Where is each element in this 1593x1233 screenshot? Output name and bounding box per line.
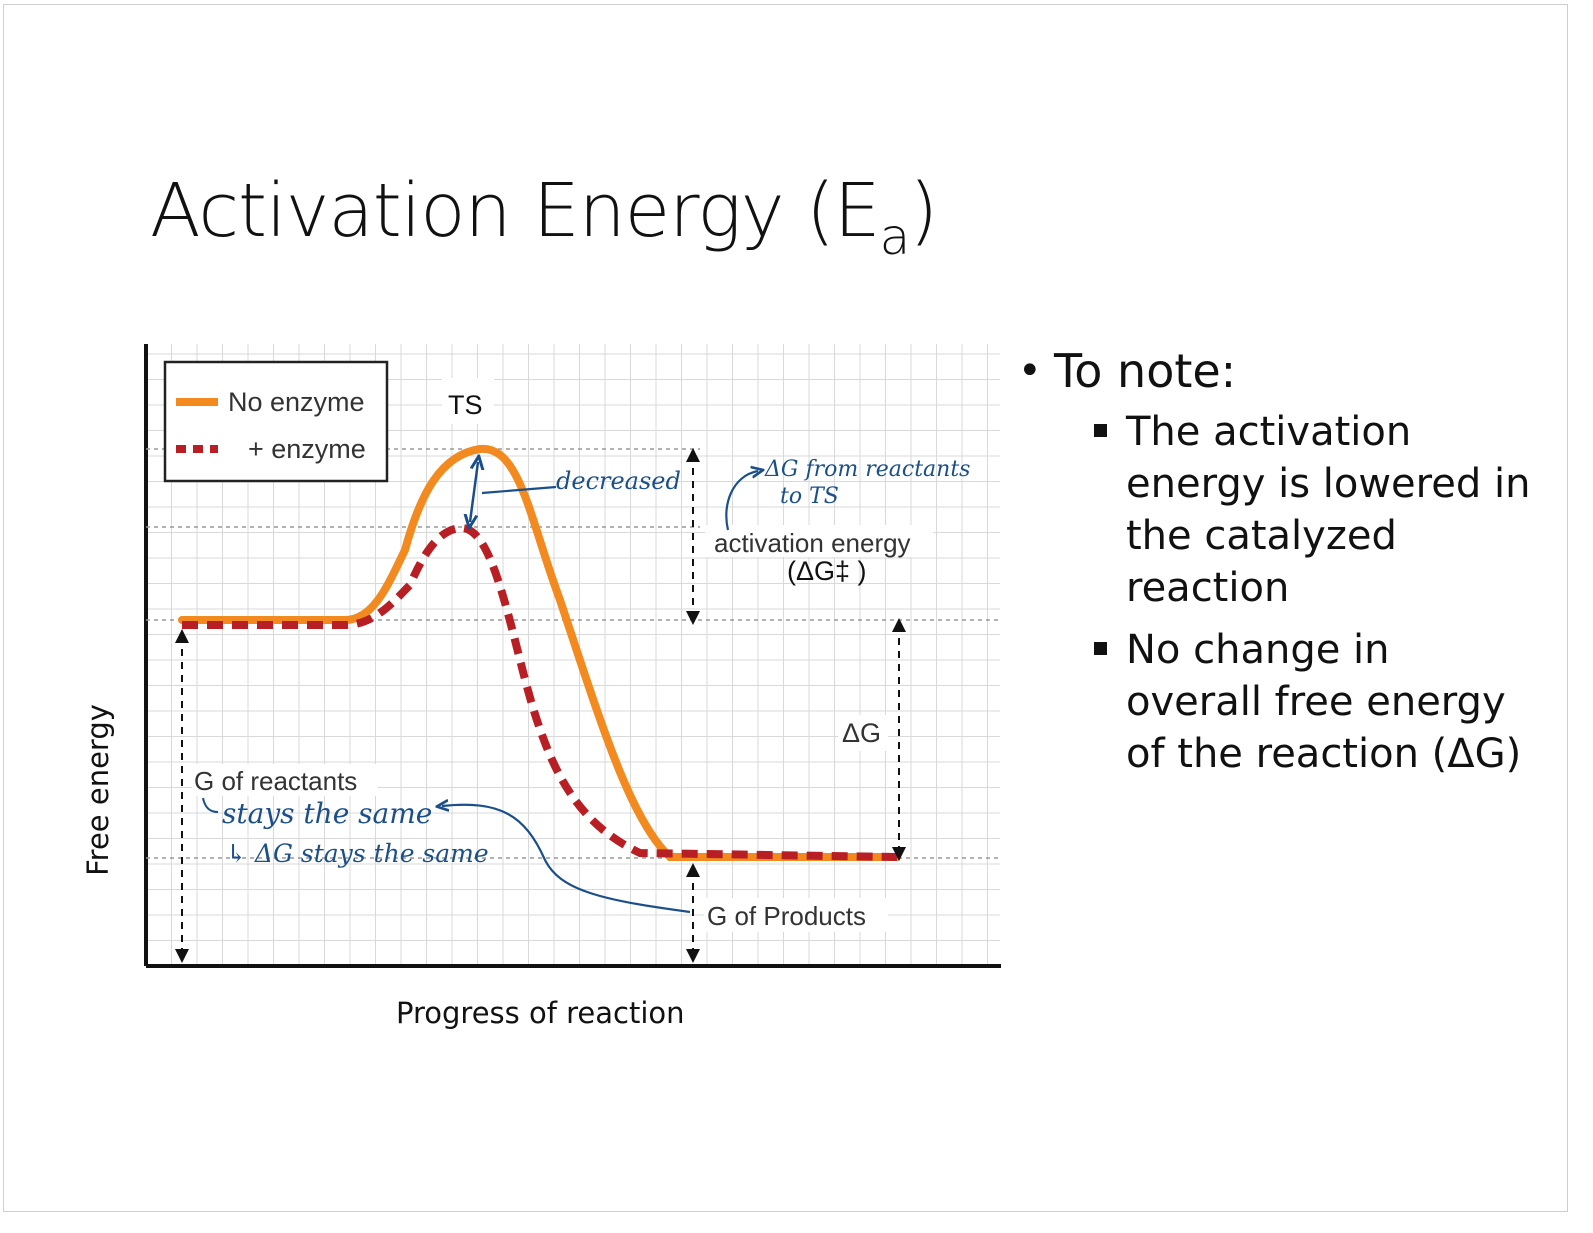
title-end: ): [909, 168, 938, 254]
enzyme-curve: [182, 524, 898, 861]
slide: [3, 4, 1568, 1212]
decreased-arrow: [470, 462, 478, 522]
legend-label-enzyme: + enzyme: [248, 434, 366, 464]
decreased-pointer: [481, 485, 557, 495]
legend: No enzyme + enzyme: [163, 360, 389, 483]
same-hook: [202, 797, 219, 813]
slide-title: Activation Energy (Ea): [150, 168, 938, 266]
activation-energy-label: activation energy: [714, 528, 911, 558]
title-subscript: a: [879, 208, 911, 266]
products-link-arrow: [442, 805, 691, 914]
title-main: Activation Energy (E: [150, 168, 881, 254]
x-axis-label: Progress of reaction: [396, 996, 685, 1030]
notes-list: The activation energy is lowered in the …: [1016, 406, 1536, 780]
note-bullet-2: No change in overall free energy of the …: [1094, 624, 1536, 780]
g-reactants-label: G of reactants: [194, 766, 357, 796]
handwritten-annotations: decreased ΔG from reactants to TS stays …: [202, 457, 970, 914]
ts-label: TS: [448, 390, 483, 420]
ts-note-line-2: to TS: [780, 484, 839, 509]
ts-note-line-1: ΔG from reactants: [764, 457, 970, 482]
notes-panel: To note: The activation energy is lowere…: [1016, 342, 1536, 790]
g-products-label: G of Products: [707, 901, 866, 931]
decreased-note: decreased: [556, 467, 681, 495]
note-bullet-1: The activation energy is lowered in the …: [1094, 406, 1536, 614]
delta-g-label: ΔG: [842, 718, 881, 748]
no-enzyme-curve: [178, 444, 901, 861]
delta-g-same-note: ↳ ΔG stays the same: [226, 839, 489, 868]
dimension-arrows: [175, 448, 906, 963]
y-axis-label: Free energy: [81, 704, 115, 876]
ts-note-arrow: [725, 471, 758, 531]
activation-symbol: (ΔG‡ ): [787, 556, 867, 586]
legend-label-no-enzyme: No enzyme: [228, 387, 365, 417]
notes-heading: To note:: [1016, 342, 1536, 400]
stays-same-note: stays the same: [222, 797, 432, 830]
